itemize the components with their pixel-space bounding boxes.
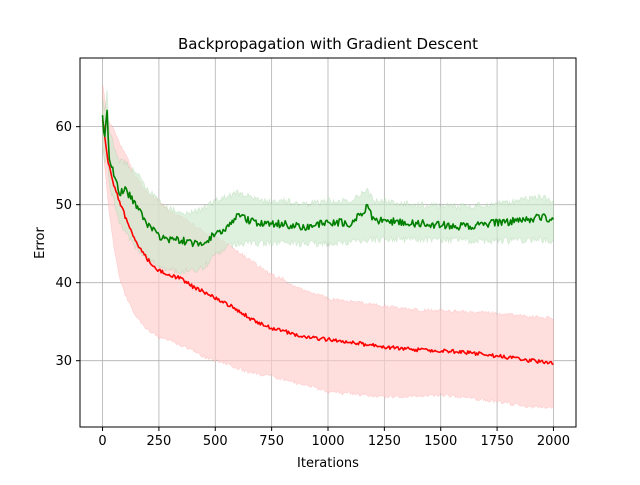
y-tick-label: 50 [55,198,72,213]
y-tick-label: 30 [55,354,72,369]
y-tick-label: 40 [55,276,72,291]
series-2-line [101,109,555,248]
y-axis-label: Error [33,227,48,259]
x-tick-label: 1750 [481,434,514,449]
x-tick-label: 500 [203,434,228,449]
series-2-band [102,89,554,275]
ticks: 0 250 500 750 1000 1250 1500 1750 2000 30 40 50 60 [55,120,570,449]
series-1-band [102,84,554,410]
x-axis-label: Iterations [297,456,359,471]
x-tick-label: 250 [146,434,171,449]
series-1-line [101,119,554,365]
series-lines [101,109,555,365]
x-tick-label: 1000 [311,434,344,449]
x-tick-label: 1500 [424,434,457,449]
y-tick-label: 60 [55,120,72,135]
x-tick-label: 0 [98,434,106,449]
x-tick-label: 750 [259,434,284,449]
chart-title: Backpropagation with Gradient Descent [178,35,478,53]
x-tick-label: 2000 [537,434,570,449]
confidence-bands [102,84,554,410]
x-tick-label: 1250 [368,434,401,449]
